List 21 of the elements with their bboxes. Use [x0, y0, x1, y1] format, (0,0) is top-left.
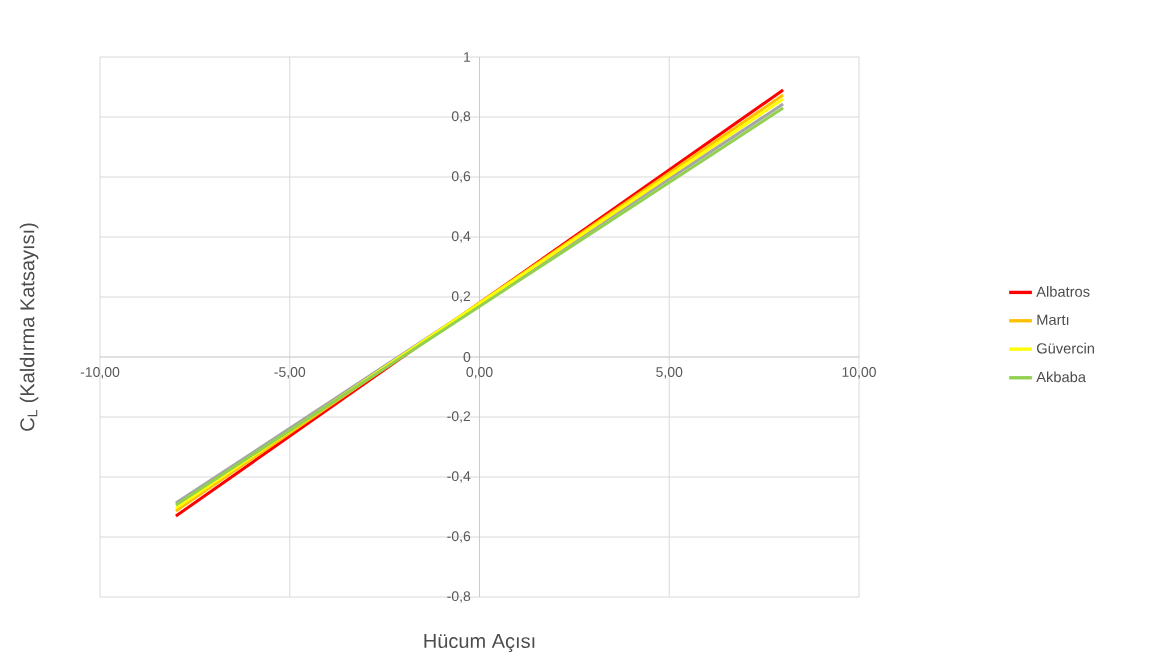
y-tick-label: 1 — [464, 52, 471, 62]
legend-label: Albatros — [1036, 286, 1090, 297]
y-tick-label: -0,6 — [447, 531, 471, 543]
x-tick-label: 10,00 — [842, 367, 876, 379]
y-tick-label: -0,4 — [447, 471, 471, 483]
legend-label: Akbaba — [1036, 371, 1086, 383]
x-tick-label: 0,00 — [466, 367, 493, 379]
y-tick-label: -0,2 — [447, 411, 471, 423]
y-axis-title: C$_{L}$ (Kaldırma Katsayısı) — [19, 223, 39, 431]
y-tick-label: 0,4 — [451, 231, 471, 243]
y-tick-label: -0,8 — [447, 591, 471, 603]
x-axis-title: Hücum Açısı — [424, 634, 535, 653]
legend-label: Martı — [1037, 314, 1069, 325]
y-tick-label: 0,8 — [451, 111, 471, 123]
x-tick-label: 5,00 — [656, 367, 683, 379]
y-tick-label: 0 — [463, 352, 471, 362]
x-tick-label: -5,00 — [274, 367, 306, 379]
legend-label: Güvercin — [1036, 342, 1094, 354]
y-tick-label: 0,6 — [451, 171, 471, 183]
x-tick-label: -10,00 — [80, 367, 120, 379]
y-tick-label: 0,2 — [451, 291, 471, 303]
